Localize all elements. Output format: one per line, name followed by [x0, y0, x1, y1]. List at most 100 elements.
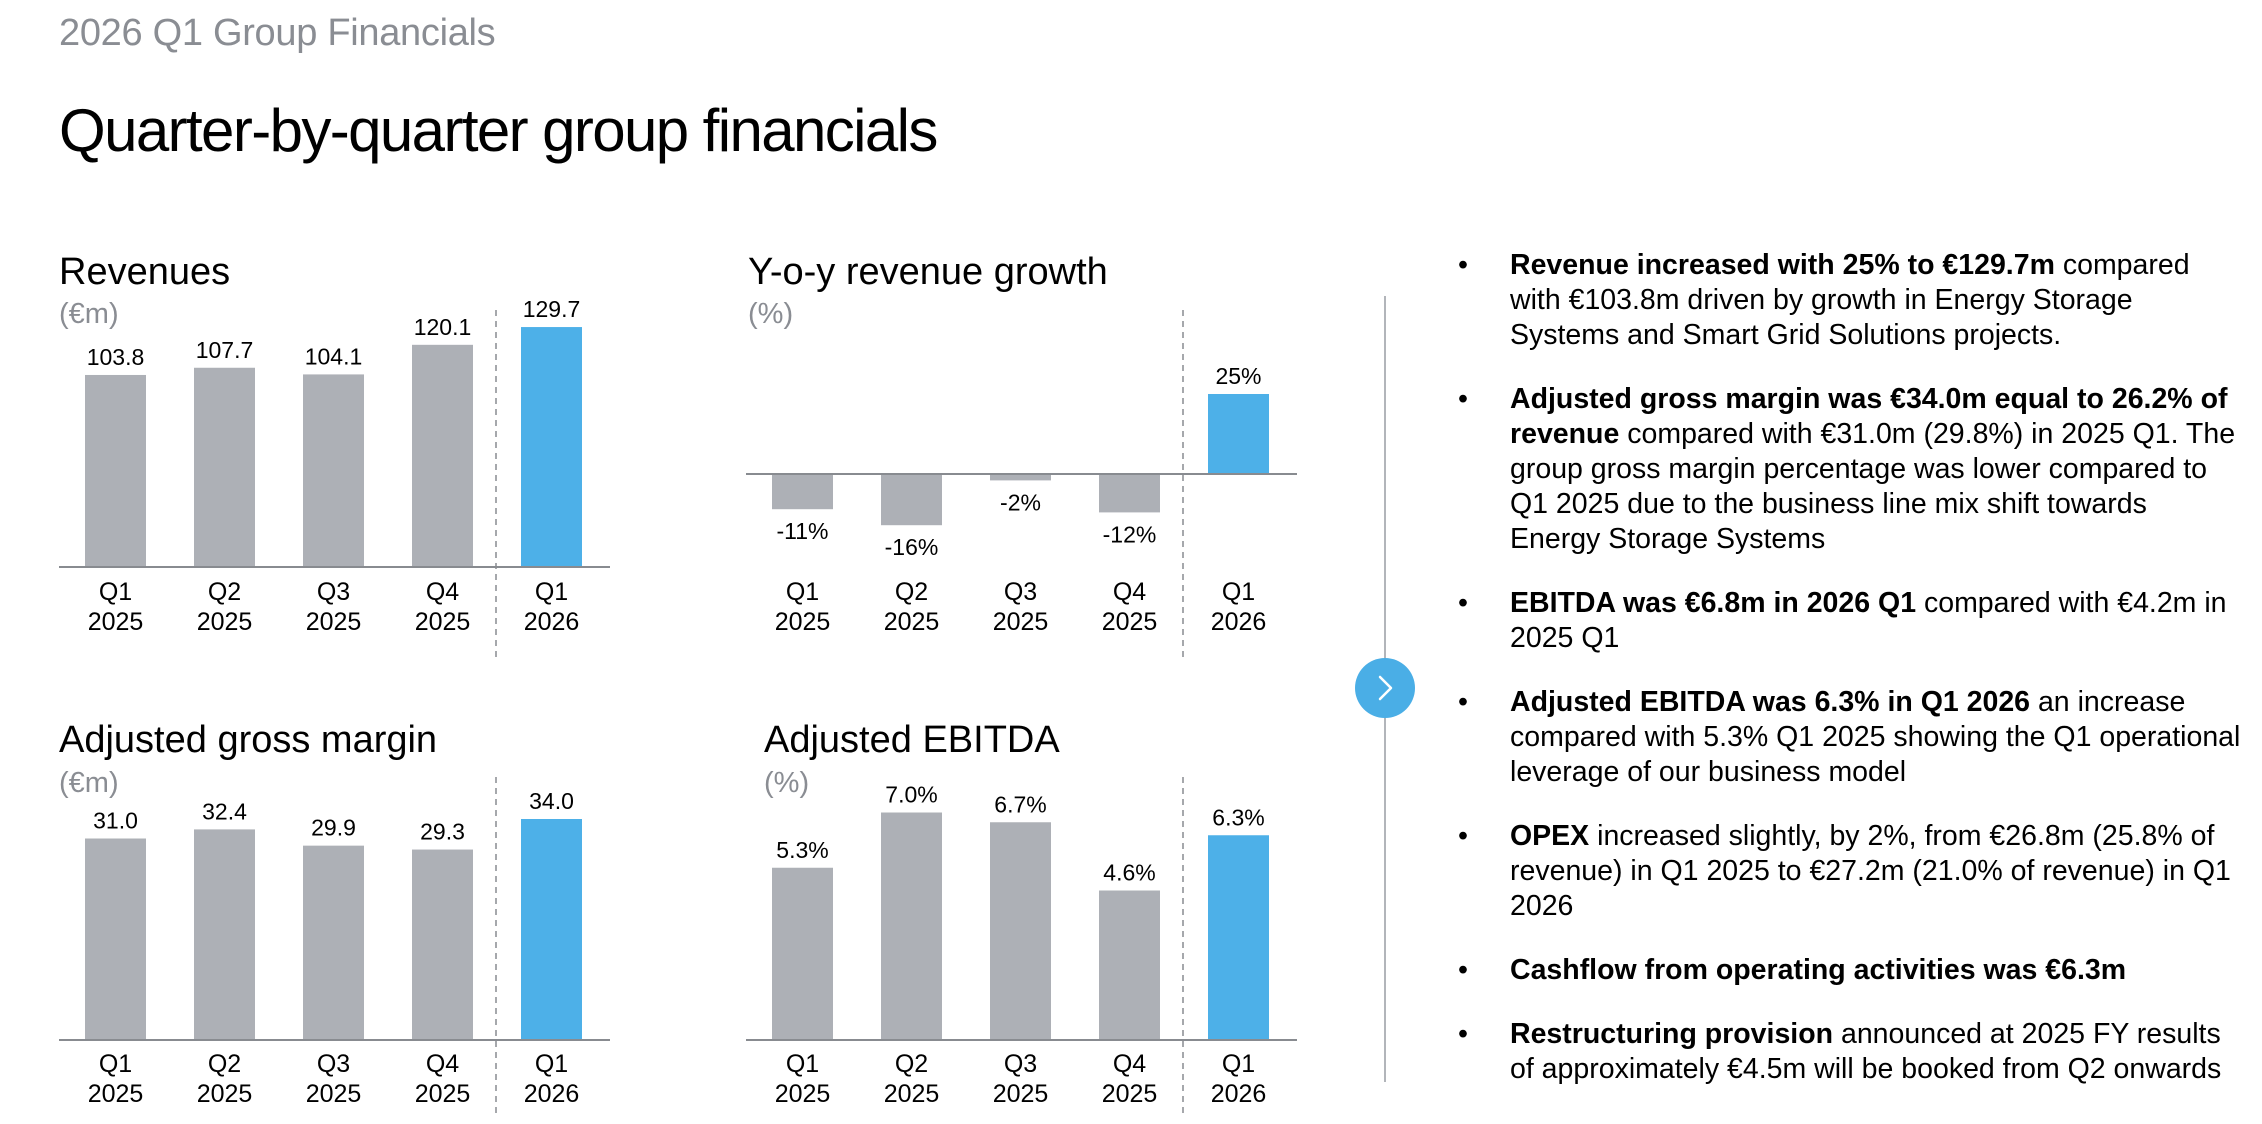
bullet-text: compared with €31.0m (29.8%) in 2025 Q1.… — [1510, 418, 2236, 555]
x-tick-line: 2026 — [1211, 1080, 1267, 1108]
x-tick-line: Q1 — [535, 578, 568, 606]
x-tick-label: Q1 2025 — [775, 1050, 831, 1108]
bullet-bold: Restructuring provision — [1510, 1018, 1834, 1050]
bullet-dot: • — [1458, 954, 1468, 986]
x-tick-label: Q4 2025 — [1102, 1050, 1158, 1108]
x-tick-label: Q4 2025 — [1102, 578, 1158, 636]
bar-value-label: -11% — [777, 518, 829, 544]
chart-yoy-revenue-growth: Y-o-y revenue growth(%)-11%Q1 2025-16%Q2 2… — [746, 251, 1297, 660]
bullet-dot: • — [1458, 587, 1468, 619]
bullet-bold: Adjusted EBITDA was 6.3% in Q1 2026 — [1510, 686, 2031, 718]
x-tick-label: Q3 2025 — [306, 578, 362, 636]
bar-value-label: 120.1 — [414, 314, 472, 340]
x-tick-line: Q1 — [535, 1050, 568, 1078]
bullet-dot: • — [1458, 820, 1468, 852]
bullet-bold: Adjusted gross margin was €34.0m equal t… — [1510, 383, 2228, 450]
bar — [85, 838, 146, 1040]
bullet-opex: • OPEX increased slightly, by 2%, from €2… — [1453, 819, 2243, 924]
bar — [881, 812, 942, 1040]
bar — [772, 474, 833, 510]
bullet-gross-margin: • Adjusted gross margin was €34.0m equal … — [1453, 382, 2243, 557]
chart-unit: (%) — [764, 767, 809, 799]
bar-value-label: 31.0 — [93, 808, 138, 834]
bar — [412, 344, 473, 567]
bullet-text: compared with €103.8m driven by growth i… — [1510, 249, 2190, 351]
x-tick-line: Q2 — [208, 578, 241, 606]
x-tick-label: Q1 2026 — [524, 1050, 580, 1108]
x-tick-line: 2025 — [884, 1080, 940, 1108]
highlights-list: • Revenue increased with 25% to €129.7m c… — [1453, 248, 2243, 1116]
bar-value-label: 103.8 — [87, 344, 145, 370]
chart-unit: (€m) — [59, 298, 119, 330]
bar-value-label: 25% — [1215, 363, 1261, 389]
bar — [1099, 890, 1160, 1040]
chart-unit: (%) — [748, 298, 793, 330]
bar-value-label: 29.3 — [420, 819, 465, 845]
bullet-revenue: • Revenue increased with 25% to €129.7m c… — [1453, 248, 2243, 353]
chart-title: Adjusted EBITDA — [764, 719, 1060, 761]
x-tick-line: Q2 — [208, 1050, 241, 1078]
x-tick-label: Q3 2025 — [993, 578, 1049, 636]
x-tick-label: Q1 2025 — [775, 578, 831, 636]
bar-value-label: -2% — [1000, 489, 1041, 515]
x-tick-line: 2025 — [1102, 608, 1158, 636]
bullet-restructuring: • Restructuring provision announced at 20… — [1453, 1017, 2243, 1087]
bullet-dot: • — [1458, 249, 1468, 281]
bar — [412, 849, 473, 1040]
x-tick-line: 2025 — [993, 1080, 1049, 1108]
x-tick-label: Q3 2025 — [993, 1050, 1049, 1108]
bar — [194, 829, 255, 1040]
x-tick-label: Q2 2025 — [884, 1050, 940, 1108]
x-tick-line: 2026 — [524, 608, 580, 636]
bar-value-label: 107.7 — [196, 337, 254, 363]
next-arrow-button[interactable] — [1355, 658, 1415, 718]
bar — [303, 845, 364, 1040]
bullet-bold: EBITDA was €6.8m in 2026 Q1 — [1510, 587, 1917, 619]
x-tick-line: Q1 — [1222, 1050, 1255, 1078]
chart-title: Revenues — [59, 251, 230, 293]
bullet-dot: • — [1458, 686, 1468, 718]
x-tick-line: 2025 — [88, 608, 144, 636]
x-tick-label: Q2 2025 — [197, 1050, 253, 1108]
x-tick-label: Q1 2026 — [1211, 578, 1267, 636]
bullet-ebitda: • EBITDA was €6.8m in 2026 Q1 compared wi… — [1453, 586, 2243, 656]
bar — [1208, 835, 1269, 1040]
x-tick-line: Q1 — [786, 578, 819, 606]
bullet-text: compared with €4.2m in 2025 Q1 — [1510, 587, 2227, 654]
x-tick-label: Q4 2025 — [415, 578, 471, 636]
x-tick-line: Q1 — [786, 1050, 819, 1078]
bullet-text: an increase compared with 5.3% Q1 2025 s… — [1510, 686, 2241, 788]
x-tick-label: Q2 2025 — [884, 578, 940, 636]
x-tick-line: Q4 — [1113, 578, 1146, 606]
x-tick-line: 2025 — [88, 1080, 144, 1108]
x-tick-line: 2025 — [775, 608, 831, 636]
x-tick-label: Q2 2025 — [197, 578, 253, 636]
x-tick-line: 2025 — [415, 1080, 471, 1108]
x-tick-line: Q3 — [317, 1050, 350, 1078]
bullet-text: increased slightly, by 2%, from €26.8m (… — [1510, 820, 2231, 922]
x-tick-line: 2025 — [306, 1080, 362, 1108]
bar-value-label: 34.0 — [529, 788, 574, 814]
bullet-adjusted-ebitda: • Adjusted EBITDA was 6.3% in Q1 2026 an … — [1453, 685, 2243, 790]
bar — [1208, 394, 1269, 474]
x-tick-line: Q1 — [99, 578, 132, 606]
chevron-right-icon — [1378, 675, 1393, 701]
bullet-bold: OPEX — [1510, 820, 1590, 852]
bar — [194, 367, 255, 567]
bar-value-label: 4.6% — [1103, 860, 1155, 886]
x-tick-line: 2025 — [306, 608, 362, 636]
bar — [881, 474, 942, 526]
bar-value-label: -16% — [885, 534, 939, 560]
x-tick-line: 2025 — [1102, 1080, 1158, 1108]
x-tick-label: Q1 2025 — [88, 578, 144, 636]
bullet-dot: • — [1458, 1018, 1468, 1050]
chart-adjusted-gross-margin: Adjusted gross margin(€m)31.0Q1 202532.4Q… — [59, 719, 610, 1117]
x-tick-line: 2026 — [1211, 608, 1267, 636]
x-tick-line: Q3 — [317, 578, 350, 606]
bar — [85, 374, 146, 567]
bullet-dot: • — [1458, 383, 1468, 415]
x-tick-line: 2025 — [197, 1080, 253, 1108]
bar-value-label: 129.7 — [523, 296, 581, 322]
page-title: Quarter-by-quarter group financials — [59, 97, 938, 164]
chart-unit: (€m) — [59, 767, 119, 799]
